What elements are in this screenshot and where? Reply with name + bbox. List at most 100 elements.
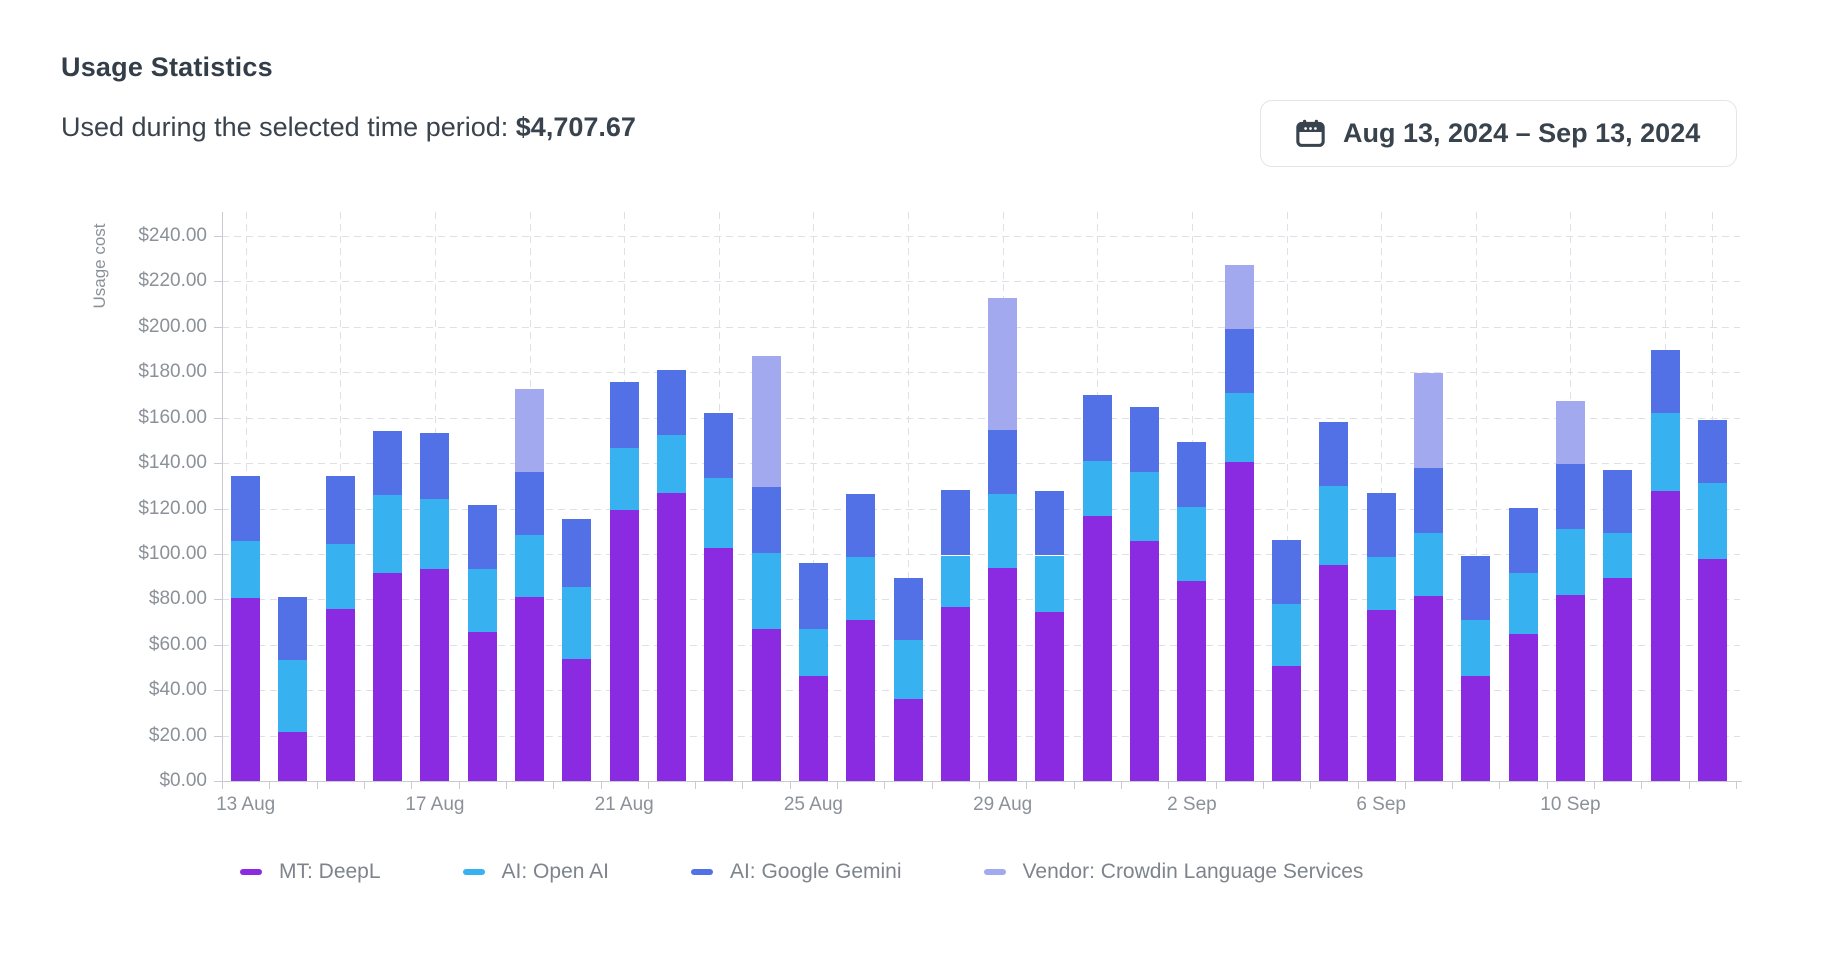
bar-segment-ai-google-gemini[interactable]: [467, 504, 497, 570]
bar-segment-vendor-crowdin-language-services[interactable]: [1413, 373, 1443, 468]
bar-segment-ai-open-ai[interactable]: [656, 434, 686, 494]
bar-segment-ai-google-gemini[interactable]: [1413, 467, 1443, 534]
bar-segment-ai-open-ai[interactable]: [893, 640, 923, 700]
bar-segment-mt-deepl[interactable]: [467, 632, 497, 781]
bar-segment-mt-deepl[interactable]: [1697, 559, 1727, 781]
bar-segment-ai-open-ai[interactable]: [373, 494, 403, 573]
bar-segment-mt-deepl[interactable]: [893, 699, 923, 781]
bar-segment-ai-open-ai[interactable]: [515, 535, 545, 598]
bar-segment-ai-open-ai[interactable]: [609, 447, 639, 511]
bar-segment-ai-google-gemini[interactable]: [373, 431, 403, 495]
bar-segment-ai-google-gemini[interactable]: [1319, 421, 1349, 486]
bar-segment-ai-open-ai[interactable]: [751, 552, 781, 630]
bar-segment-mt-deepl[interactable]: [562, 658, 592, 781]
bar-segment-ai-google-gemini[interactable]: [846, 493, 876, 558]
bar-segment-ai-open-ai[interactable]: [704, 478, 734, 549]
bar-segment-ai-google-gemini[interactable]: [751, 487, 781, 553]
bar-segment-ai-google-gemini[interactable]: [1035, 491, 1065, 556]
bar-segment-ai-open-ai[interactable]: [1130, 471, 1160, 541]
bar-segment-ai-google-gemini[interactable]: [1082, 395, 1112, 462]
bar-segment-mt-deepl[interactable]: [1224, 462, 1254, 781]
bar-segment-ai-google-gemini[interactable]: [1461, 555, 1491, 620]
bar-segment-mt-deepl[interactable]: [988, 567, 1018, 781]
bar-segment-ai-google-gemini[interactable]: [1366, 492, 1396, 558]
bar-segment-ai-open-ai[interactable]: [562, 586, 592, 659]
bar-segment-mt-deepl[interactable]: [515, 597, 545, 781]
bar-segment-ai-open-ai[interactable]: [1650, 413, 1680, 491]
bar-segment-ai-open-ai[interactable]: [325, 543, 355, 609]
bar-segment-mt-deepl[interactable]: [656, 493, 686, 781]
bar-segment-ai-open-ai[interactable]: [798, 629, 828, 677]
bar-segment-ai-open-ai[interactable]: [1413, 533, 1443, 597]
bar-segment-vendor-crowdin-language-services[interactable]: [751, 356, 781, 488]
bar-segment-ai-open-ai[interactable]: [1366, 557, 1396, 610]
bar-segment-ai-google-gemini[interactable]: [1603, 469, 1633, 534]
bar-segment-ai-google-gemini[interactable]: [656, 370, 686, 435]
bar-segment-ai-google-gemini[interactable]: [940, 490, 970, 556]
bar-segment-ai-open-ai[interactable]: [1224, 393, 1254, 463]
bar-segment-ai-open-ai[interactable]: [278, 660, 308, 732]
date-range-button[interactable]: Aug 13, 2024 – Sep 13, 2024: [1260, 100, 1737, 167]
bar-segment-mt-deepl[interactable]: [231, 597, 261, 781]
bar-segment-ai-open-ai[interactable]: [1461, 619, 1491, 677]
bar-segment-ai-open-ai[interactable]: [1603, 533, 1633, 579]
bar-segment-ai-google-gemini[interactable]: [1508, 507, 1538, 573]
legend-item-vendor-crowdin-language-services[interactable]: Vendor: Crowdin Language Services: [983, 860, 1363, 884]
bar-segment-mt-deepl[interactable]: [1082, 515, 1112, 781]
bar-segment-mt-deepl[interactable]: [1413, 596, 1443, 781]
bar-segment-ai-google-gemini[interactable]: [231, 476, 261, 541]
bar-segment-ai-google-gemini[interactable]: [562, 519, 592, 587]
bar-segment-mt-deepl[interactable]: [1508, 634, 1538, 781]
bar-segment-ai-google-gemini[interactable]: [704, 412, 734, 479]
bar-segment-mt-deepl[interactable]: [325, 608, 355, 781]
bar-segment-vendor-crowdin-language-services[interactable]: [515, 389, 545, 472]
bar-segment-mt-deepl[interactable]: [1603, 578, 1633, 781]
bar-segment-ai-google-gemini[interactable]: [1650, 349, 1680, 414]
bar-segment-ai-open-ai[interactable]: [467, 569, 497, 633]
bar-segment-mt-deepl[interactable]: [609, 510, 639, 781]
bar-segment-vendor-crowdin-language-services[interactable]: [1555, 400, 1585, 464]
bar-segment-vendor-crowdin-language-services[interactable]: [1224, 264, 1254, 330]
bar-segment-ai-google-gemini[interactable]: [515, 471, 545, 536]
bar-segment-ai-open-ai[interactable]: [231, 540, 261, 598]
bar-segment-mt-deepl[interactable]: [1319, 565, 1349, 781]
bar-segment-vendor-crowdin-language-services[interactable]: [988, 297, 1018, 431]
bar-segment-ai-open-ai[interactable]: [1555, 528, 1585, 595]
bar-segment-ai-open-ai[interactable]: [1177, 506, 1207, 582]
bar-segment-ai-google-gemini[interactable]: [325, 476, 355, 544]
bar-segment-ai-google-gemini[interactable]: [420, 433, 450, 500]
bar-segment-ai-open-ai[interactable]: [1082, 461, 1112, 516]
bar-segment-ai-google-gemini[interactable]: [798, 563, 828, 630]
bar-segment-ai-google-gemini[interactable]: [893, 577, 923, 641]
bar-segment-ai-open-ai[interactable]: [1319, 485, 1349, 566]
bar-segment-ai-google-gemini[interactable]: [1224, 329, 1254, 394]
bar-segment-ai-google-gemini[interactable]: [1272, 539, 1302, 605]
bar-segment-mt-deepl[interactable]: [1035, 611, 1065, 781]
bar-segment-ai-open-ai[interactable]: [1035, 555, 1065, 612]
bar-segment-ai-google-gemini[interactable]: [609, 382, 639, 448]
bar-segment-ai-open-ai[interactable]: [1697, 483, 1727, 560]
bar-segment-ai-google-gemini[interactable]: [1130, 407, 1160, 472]
bar-segment-mt-deepl[interactable]: [1366, 609, 1396, 781]
bar-segment-ai-open-ai[interactable]: [420, 499, 450, 569]
bar-segment-mt-deepl[interactable]: [420, 568, 450, 781]
legend-item-ai-open-ai[interactable]: AI: Open AI: [462, 860, 609, 884]
bar-segment-mt-deepl[interactable]: [1177, 581, 1207, 781]
bar-segment-ai-open-ai[interactable]: [988, 494, 1018, 568]
bar-segment-ai-google-gemini[interactable]: [1555, 463, 1585, 529]
bar-segment-mt-deepl[interactable]: [278, 731, 308, 781]
bar-segment-mt-deepl[interactable]: [846, 619, 876, 781]
legend-item-mt-deepl[interactable]: MT: DeepL: [240, 860, 381, 884]
bar-segment-mt-deepl[interactable]: [798, 676, 828, 781]
bar-segment-mt-deepl[interactable]: [1555, 595, 1585, 781]
bar-segment-mt-deepl[interactable]: [1461, 676, 1491, 781]
bar-segment-mt-deepl[interactable]: [704, 548, 734, 781]
bar-segment-ai-google-gemini[interactable]: [1697, 419, 1727, 484]
bar-segment-ai-google-gemini[interactable]: [278, 597, 308, 661]
bar-segment-ai-open-ai[interactable]: [846, 557, 876, 620]
bar-segment-ai-open-ai[interactable]: [1272, 604, 1302, 667]
bar-segment-ai-open-ai[interactable]: [940, 555, 970, 608]
bar-segment-mt-deepl[interactable]: [1272, 666, 1302, 781]
bar-segment-ai-open-ai[interactable]: [1508, 572, 1538, 635]
bar-segment-mt-deepl[interactable]: [1130, 540, 1160, 781]
